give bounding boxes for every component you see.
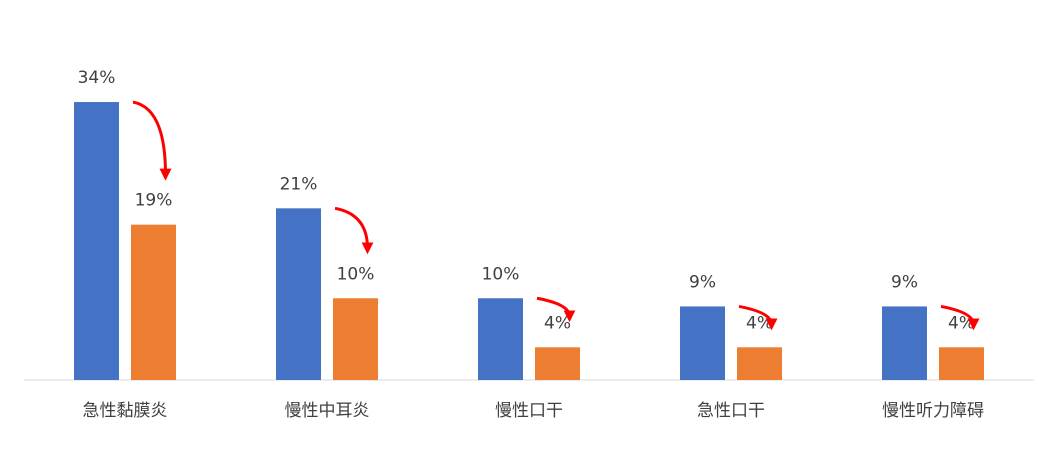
bar xyxy=(882,306,927,380)
trend-arrow xyxy=(536,296,576,323)
trend-arrow xyxy=(940,304,980,331)
bar xyxy=(939,347,984,380)
x-tick-label: 慢性听力障碍 xyxy=(882,400,984,421)
bar xyxy=(535,347,580,380)
value-label: 10% xyxy=(482,264,520,284)
x-tick-label: 慢性口干 xyxy=(495,400,563,421)
trend-arrow xyxy=(132,100,172,181)
bar xyxy=(333,298,378,380)
trend-arrow xyxy=(738,304,778,331)
value-label: 21% xyxy=(280,174,318,194)
x-tick-label: 急性口干 xyxy=(697,401,765,421)
value-label: 34% xyxy=(78,68,116,88)
bar xyxy=(737,347,782,380)
x-tick-label: 急性黏膜炎 xyxy=(83,401,168,421)
bar xyxy=(74,102,119,381)
value-label: 4% xyxy=(544,313,571,333)
value-label: 19% xyxy=(135,191,173,211)
bar xyxy=(276,208,321,380)
bar xyxy=(680,306,725,380)
trend-arrow xyxy=(334,206,374,255)
value-label: 9% xyxy=(891,272,918,292)
x-tick-label: 慢性中耳炎 xyxy=(285,400,370,421)
value-label: 10% xyxy=(337,264,375,284)
value-label: 9% xyxy=(689,272,716,292)
bar xyxy=(131,224,176,380)
bar xyxy=(478,298,523,380)
